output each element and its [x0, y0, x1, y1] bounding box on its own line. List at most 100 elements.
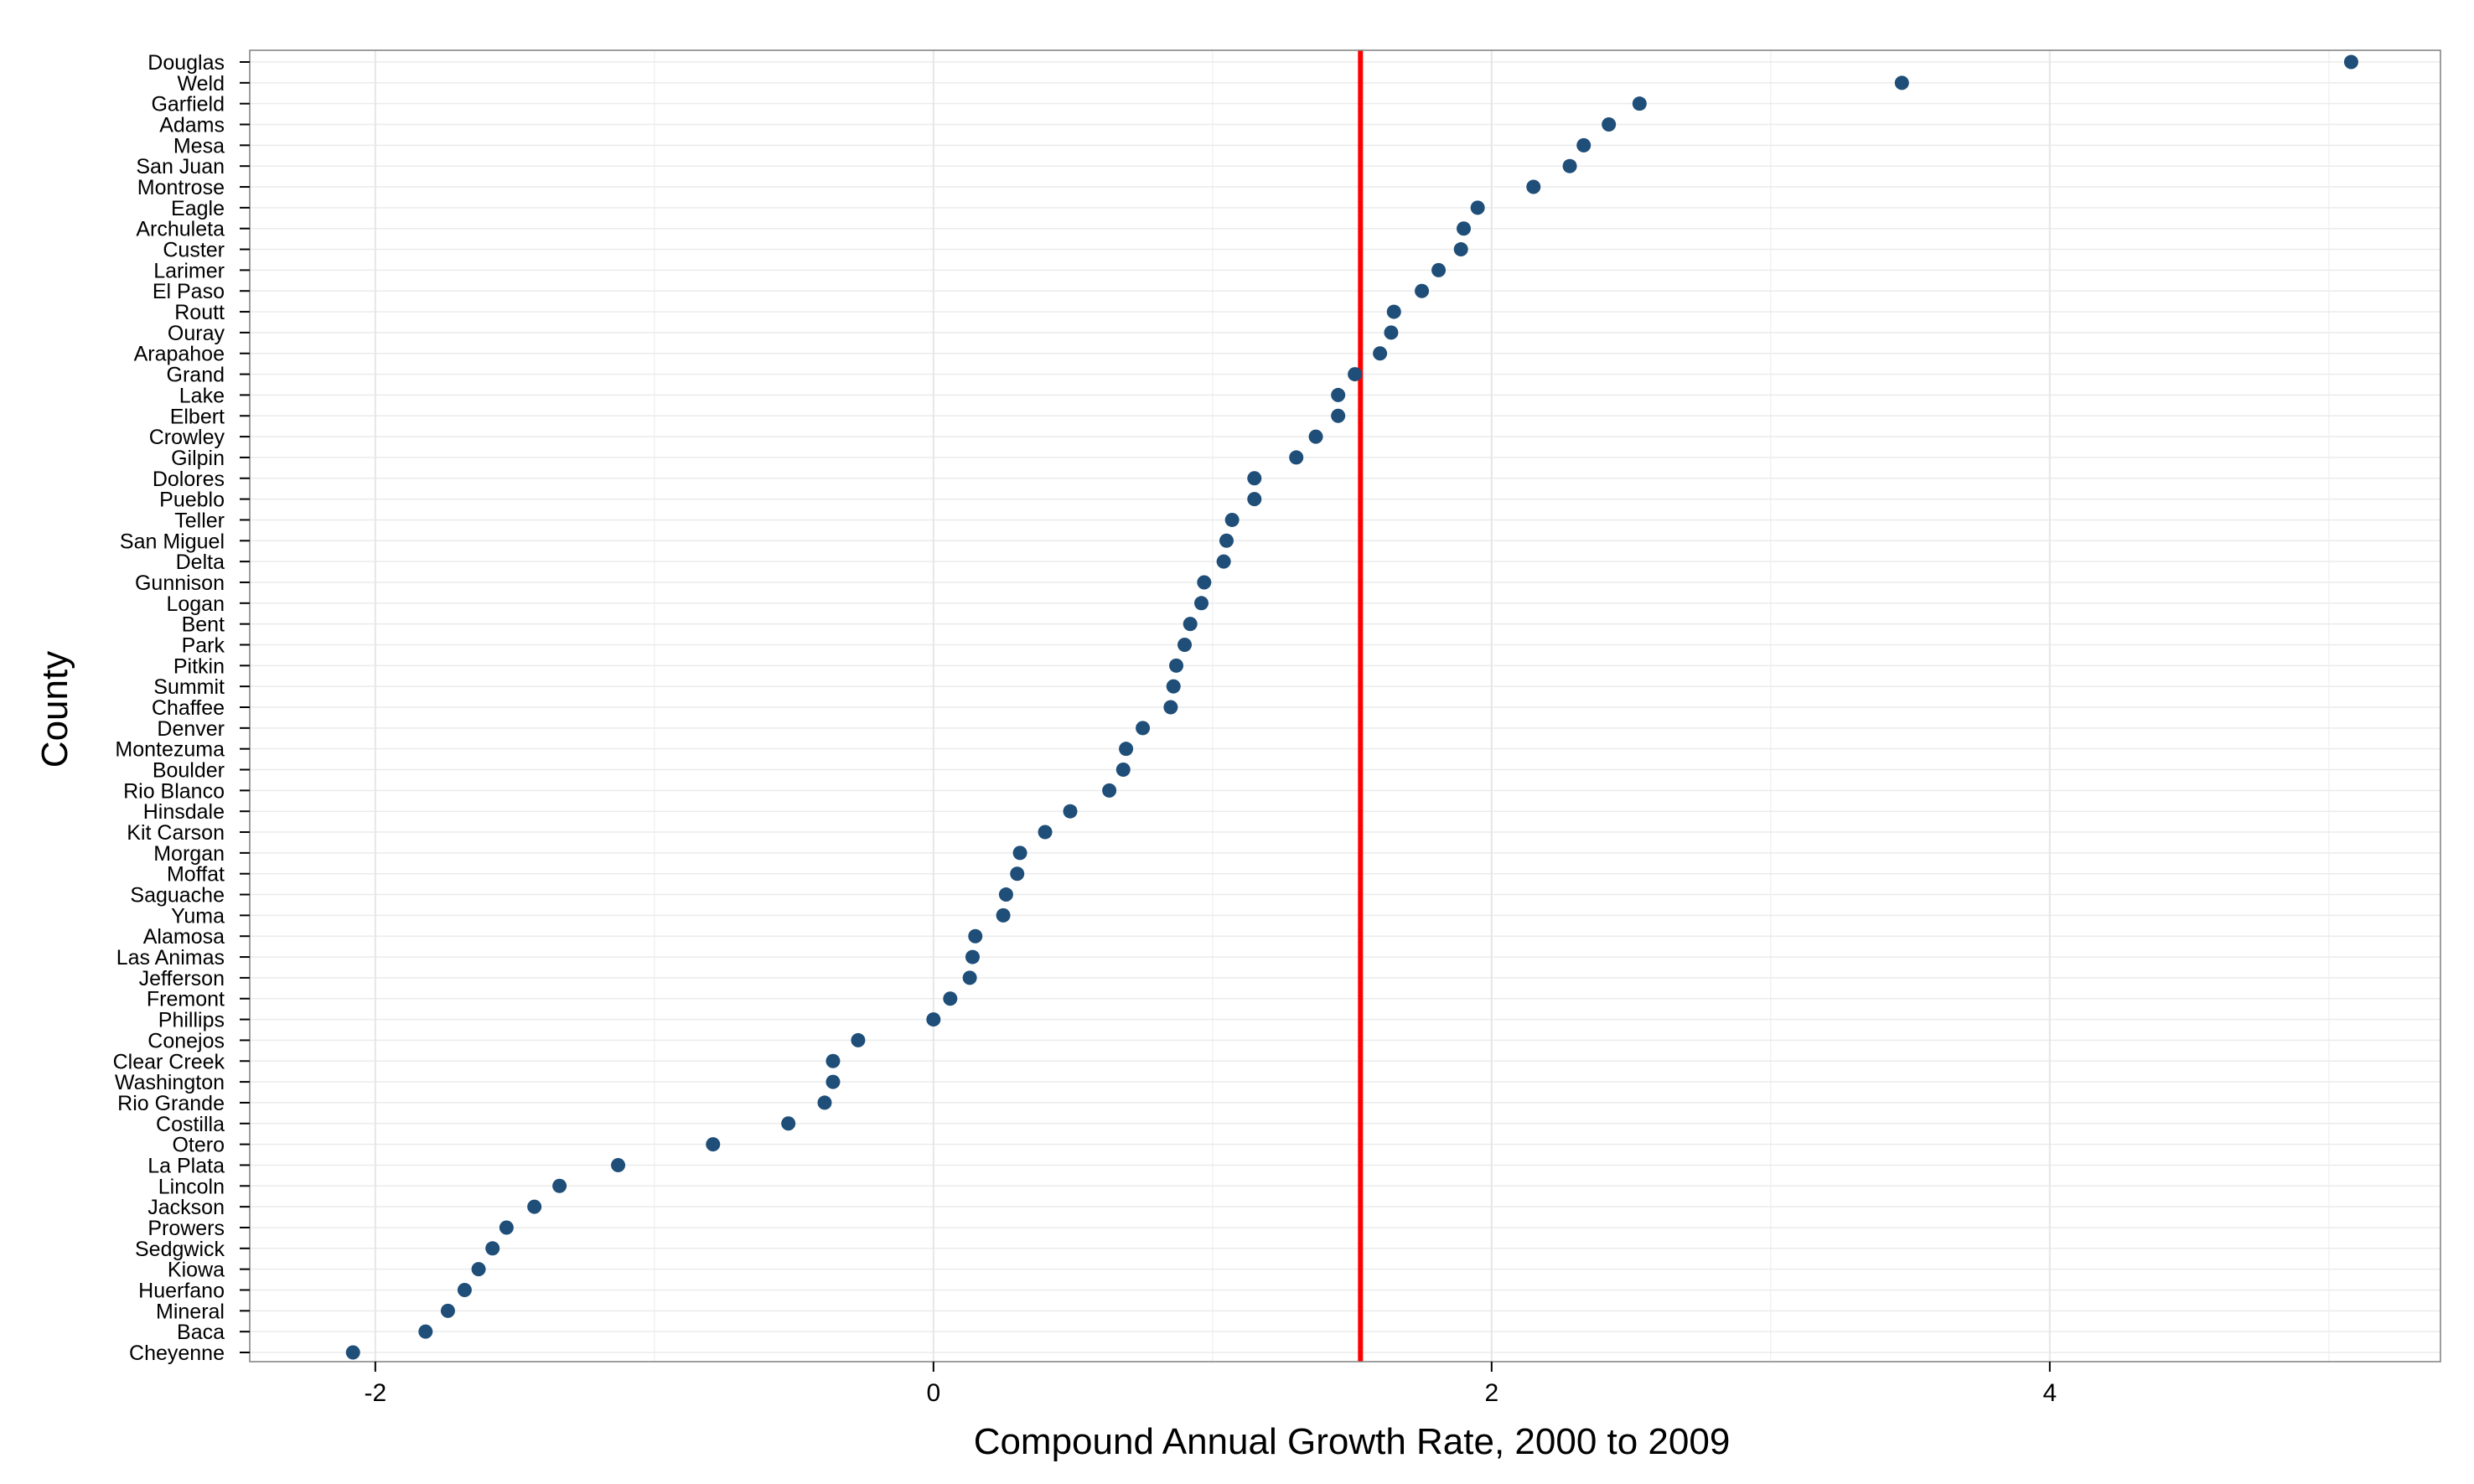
x-axis-title: Compound Annual Growth Rate, 2000 to 200…	[974, 1421, 1731, 1462]
y-tick-label: Jackson	[148, 1196, 225, 1219]
data-point	[1247, 492, 1262, 507]
x-tick-label: 4	[2042, 1379, 2057, 1407]
data-point	[1177, 637, 1193, 652]
y-tick-label: Saguache	[130, 884, 225, 907]
y-tick-label: Custer	[163, 239, 225, 262]
data-point	[527, 1199, 542, 1214]
y-tick-label: Costilla	[156, 1113, 225, 1136]
data-point	[499, 1220, 514, 1235]
data-point	[826, 1053, 841, 1068]
y-tick-label: Summit	[153, 675, 225, 699]
data-point	[1331, 408, 1346, 423]
y-tick-label: Fremont	[147, 988, 225, 1011]
y-tick-label: Gunnison	[135, 571, 225, 595]
y-tick-label: Otero	[172, 1134, 225, 1157]
data-point	[1136, 721, 1151, 736]
plot-border	[249, 49, 2441, 1362]
data-point	[1576, 137, 1592, 153]
data-point	[1010, 866, 1025, 882]
data-point	[1384, 325, 1399, 340]
data-point	[1012, 845, 1027, 861]
data-point	[1119, 742, 1134, 757]
data-point	[1224, 512, 1240, 527]
data-point	[996, 907, 1011, 923]
data-point	[1562, 158, 1577, 173]
y-tick-label: Arapahoe	[134, 343, 225, 366]
data-point	[1247, 471, 1262, 486]
y-tick-label: Routt	[174, 301, 225, 324]
y-tick-label: Larimer	[153, 259, 225, 282]
y-tick-label: Archuleta	[136, 218, 225, 241]
x-tick-label: -2	[365, 1379, 387, 1407]
y-tick-label: Alamosa	[143, 925, 225, 949]
data-point	[1457, 221, 1472, 236]
data-point	[1431, 262, 1447, 277]
data-point	[1453, 242, 1468, 257]
data-point	[1216, 554, 1231, 569]
data-point	[1373, 346, 1388, 361]
y-tick-label: Mesa	[173, 134, 225, 158]
y-tick-label: Adams	[159, 114, 225, 137]
x-axis-ticks	[374, 1362, 2051, 1372]
y-tick-label: Elbert	[170, 405, 225, 428]
y-tick-label: Morgan	[153, 842, 225, 866]
data-point	[706, 1137, 721, 1152]
y-tick-label: Lake	[179, 384, 225, 407]
y-tick-label: Weld	[177, 72, 225, 96]
data-point	[943, 991, 958, 1006]
y-tick-label: Clear Creek	[113, 1050, 225, 1073]
y-tick-label: Park	[182, 633, 225, 657]
y-tick-label: Crowley	[149, 426, 225, 449]
y-tick-label: Mineral	[156, 1300, 225, 1323]
y-tick-label: Logan	[166, 592, 225, 616]
y-tick-label: Garfield	[151, 93, 225, 116]
y-tick-label: Delta	[176, 551, 225, 574]
data-point	[1526, 179, 1541, 194]
y-tick-label: Kit Carson	[127, 821, 225, 845]
y-tick-label: Chaffee	[152, 696, 225, 720]
data-point	[1102, 783, 1117, 798]
data-point	[1308, 429, 1323, 444]
data-points	[345, 54, 2358, 1360]
y-tick-label: San Miguel	[120, 530, 225, 553]
data-point	[851, 1032, 866, 1047]
data-point	[965, 949, 980, 964]
data-point	[1063, 804, 1078, 819]
data-point	[1894, 75, 1909, 90]
y-tick-label: Montrose	[137, 176, 225, 199]
plot-panel	[250, 50, 2440, 1362]
data-point	[1219, 533, 1234, 548]
data-point	[471, 1262, 486, 1277]
y-tick-label: Rio Blanco	[123, 779, 225, 803]
data-point	[962, 970, 977, 985]
y-tick-label: Gilpin	[171, 447, 225, 470]
y-tick-label: Bent	[182, 613, 225, 637]
x-tick-label: 0	[926, 1379, 940, 1407]
y-tick-label: Huerfano	[138, 1279, 225, 1302]
data-point	[1632, 96, 1647, 111]
data-point	[1386, 304, 1401, 319]
data-point	[1415, 283, 1430, 298]
y-tick-label: El Paso	[153, 280, 225, 303]
data-point	[345, 1345, 360, 1360]
y-tick-label: Denver	[157, 717, 225, 741]
y-tick-label: Phillips	[158, 1009, 225, 1032]
data-point	[611, 1157, 626, 1172]
y-tick-label: Dolores	[153, 468, 225, 491]
data-point	[826, 1074, 841, 1089]
data-point	[485, 1241, 500, 1256]
y-tick-label: Pueblo	[159, 489, 225, 512]
data-point	[1289, 450, 1304, 465]
y-tick-label: Yuma	[171, 904, 225, 928]
y-tick-label: Las Animas	[116, 946, 225, 970]
y-tick-label: Conejos	[148, 1029, 225, 1052]
data-point	[1183, 617, 1198, 632]
data-point	[457, 1282, 472, 1297]
data-point	[1169, 658, 1184, 673]
y-tick-label: Lincoln	[158, 1175, 225, 1198]
y-tick-label: Jefferson	[139, 967, 225, 990]
data-point	[781, 1116, 796, 1131]
y-tick-label: Montezuma	[115, 738, 225, 762]
